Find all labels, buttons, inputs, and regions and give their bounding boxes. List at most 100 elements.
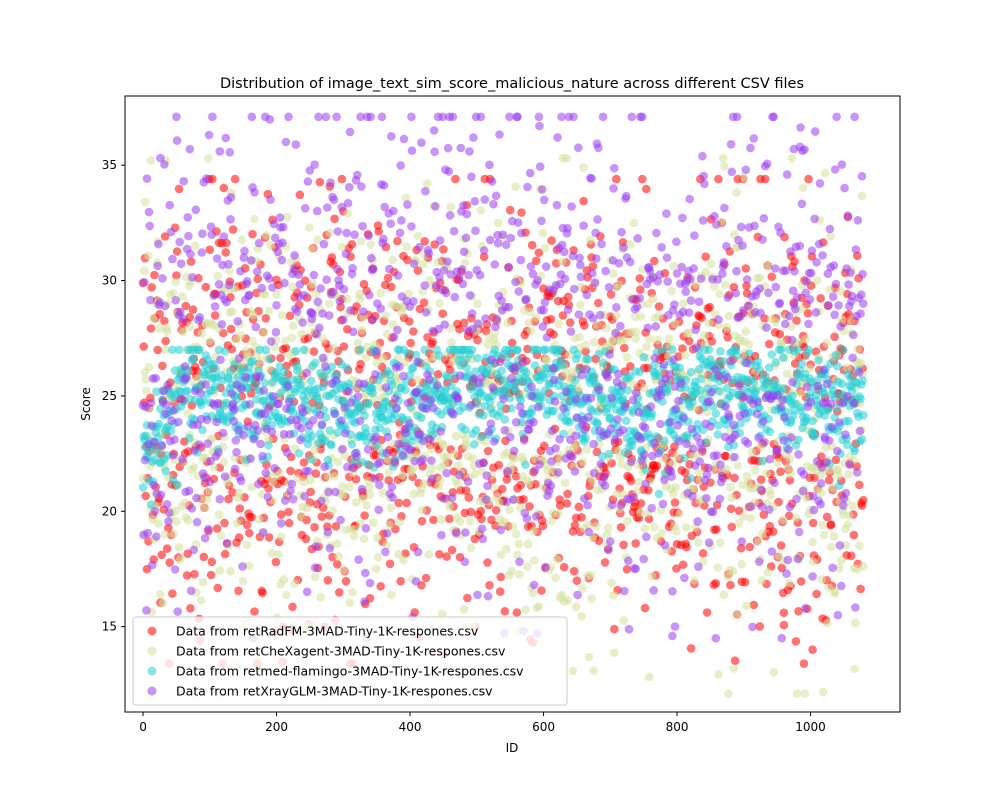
data-point [494, 460, 504, 470]
data-point [558, 311, 568, 320]
data-point [680, 350, 690, 360]
data-point [445, 502, 454, 512]
plot-frame [124, 95, 901, 713]
data-point [535, 162, 545, 171]
data-point [517, 409, 527, 418]
data-point [759, 214, 769, 223]
data-point [540, 243, 550, 253]
data-point [570, 467, 580, 476]
data-point [626, 240, 635, 249]
data-point [535, 121, 544, 131]
data-point [367, 253, 376, 263]
data-point [350, 524, 359, 534]
data-point [830, 165, 840, 174]
data-point [839, 345, 848, 355]
x-axis: 0 200 400 600 800 1000 [139, 712, 826, 734]
data-point [690, 231, 699, 240]
data-point [680, 468, 690, 477]
data-point [455, 517, 465, 526]
data-point [565, 417, 574, 427]
data-point [588, 262, 598, 271]
data-point [462, 363, 472, 373]
data-point [446, 203, 456, 212]
data-point [439, 266, 449, 275]
data-point [263, 492, 273, 502]
data-point [831, 455, 841, 465]
data-point [475, 270, 485, 280]
data-point [467, 345, 477, 355]
y-tick-label: 25 [102, 389, 117, 403]
data-point [787, 335, 797, 345]
data-point [250, 379, 259, 388]
data-point [308, 309, 317, 319]
data-point [557, 240, 567, 250]
data-point [592, 521, 601, 531]
data-point [359, 379, 369, 389]
data-point [651, 322, 660, 331]
data-point [147, 421, 156, 431]
data-point [246, 454, 255, 464]
data-point [231, 436, 241, 445]
data-point [539, 441, 549, 451]
data-point [546, 314, 556, 324]
data-point [784, 445, 793, 454]
data-point [814, 356, 823, 365]
data-point [594, 407, 603, 416]
data-point [476, 506, 486, 516]
data-point [588, 534, 598, 543]
data-point [610, 163, 619, 173]
data-point [343, 294, 352, 304]
data-point [606, 537, 615, 546]
data-point [397, 471, 407, 480]
data-point [381, 383, 391, 392]
data-point [241, 373, 251, 382]
data-point [856, 584, 865, 594]
data-point [420, 345, 430, 355]
data-point [551, 573, 560, 583]
data-point [438, 112, 448, 122]
data-point [281, 137, 291, 147]
data-point [567, 452, 577, 462]
data-point [657, 528, 666, 538]
data-point [744, 301, 753, 310]
data-point [483, 481, 492, 491]
data-point [726, 356, 735, 366]
data-point [622, 416, 631, 426]
data-point [172, 517, 181, 526]
data-point [161, 336, 170, 346]
data-point [281, 343, 291, 353]
data-point [501, 544, 511, 554]
data-point [375, 458, 385, 467]
data-point [515, 402, 525, 412]
data-point [485, 581, 494, 590]
data-point [157, 550, 166, 560]
data-point [403, 200, 412, 209]
data-point [563, 596, 572, 605]
data-point [739, 402, 749, 411]
legend-marker [147, 626, 157, 636]
data-point [859, 410, 868, 420]
data-point [602, 323, 611, 333]
data-point [529, 417, 538, 427]
data-point [495, 408, 505, 417]
data-point [496, 572, 506, 582]
data-point [825, 465, 835, 475]
data-point [640, 450, 649, 459]
data-point [697, 313, 706, 323]
data-point [464, 493, 474, 502]
data-point [378, 488, 388, 497]
data-point [717, 471, 727, 481]
data-point [379, 181, 389, 190]
data-point [333, 457, 343, 467]
data-point [409, 259, 419, 269]
data-point [662, 385, 672, 394]
data-point [398, 450, 408, 460]
data-point [198, 229, 207, 238]
data-point [652, 432, 661, 441]
data-point [584, 527, 594, 537]
data-point [205, 245, 215, 254]
data-point [189, 545, 199, 555]
data-point [435, 236, 445, 245]
data-point [463, 477, 473, 487]
